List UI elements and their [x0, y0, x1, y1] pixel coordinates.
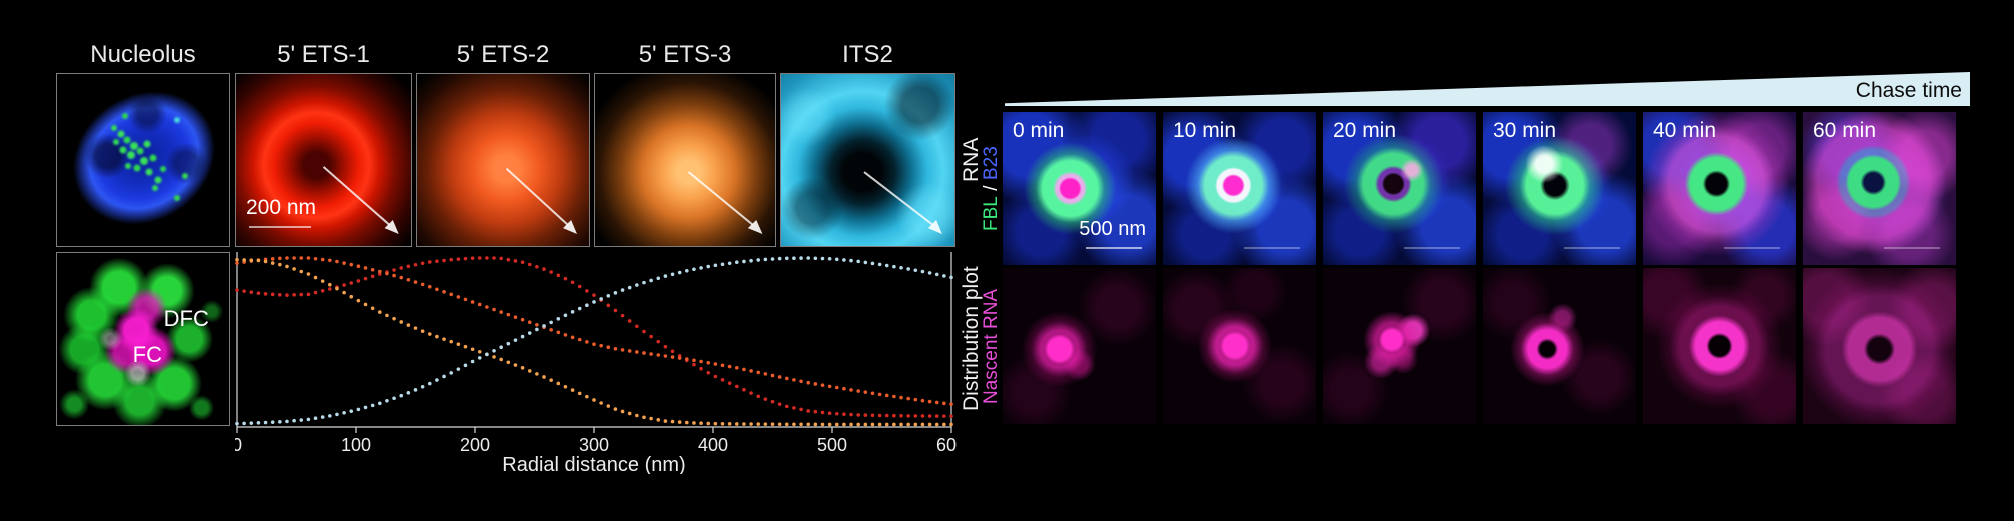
chase-time-wedge: Chase time [1005, 72, 1970, 106]
fc-dfc-image-panel: DFC FC [56, 252, 230, 426]
nucleus-image [57, 74, 229, 246]
svg-text:300: 300 [579, 435, 609, 455]
nucleolus-image-panel [56, 73, 230, 247]
row-label-part: FBL [981, 195, 1002, 231]
distribution-chart: 0 100 200 300 400 500 600 Radial distance (nm) [232, 252, 966, 476]
scale-bar [1884, 247, 1940, 249]
nascent-rna-panel-40min [1643, 268, 1796, 424]
arrow-icon [505, 167, 577, 234]
svg-text:100: 100 [341, 435, 371, 455]
fc-label: FC [132, 342, 162, 368]
nascent-rna-panel-60min [1803, 268, 1956, 424]
its2-image-panel [780, 73, 955, 247]
fc-dfc-signal [57, 253, 229, 425]
distribution-plot-panel: 0 100 200 300 400 500 600 Radial distance (nm) [232, 252, 966, 476]
time-label: 30 min [1493, 119, 1557, 142]
nascent-rna-panel-30min [1483, 268, 1636, 424]
svg-text:400: 400 [698, 435, 728, 455]
scale-bar-label: 500 nm [1079, 218, 1146, 240]
scale-bar [249, 226, 311, 228]
arrow-icon [863, 171, 942, 234]
title-nucleolus: Nucleolus [90, 41, 196, 68]
row-label-part: B23 [981, 146, 1002, 181]
scale-bar [1244, 247, 1300, 249]
time-label: 0 min [1013, 119, 1065, 142]
scale-bar-label: 200 nm [246, 196, 317, 219]
nascent-rna-panel-0min [1003, 268, 1156, 424]
title-5ets1: 5' ETS-1 [277, 41, 370, 68]
fbl-panel-30min: 30 min [1483, 112, 1636, 265]
title-5ets3: 5' ETS-3 [638, 41, 732, 68]
arrow-icon [687, 171, 763, 234]
title-its2: ITS2 [842, 41, 893, 68]
ets3-image-panel [594, 73, 776, 247]
arrow-icon [322, 166, 399, 234]
nucleolus-speckles [57, 74, 61, 78]
nascent-rna-label: Nascent RNA [981, 288, 1002, 404]
scale-bar [1404, 247, 1460, 249]
nascent-rna-panel-10min [1163, 268, 1316, 424]
its2-signal [781, 74, 954, 246]
ets1-image-panel: 200 nm [235, 73, 412, 247]
fbl-panel-0min: 0 min 500 nm [1003, 112, 1156, 265]
time-label: 20 min [1333, 119, 1397, 142]
chase-time-label: Chase time [1855, 79, 1962, 102]
svg-text:200: 200 [460, 435, 490, 455]
ets2-image-panel [416, 73, 590, 247]
svg-text:600: 600 [936, 435, 957, 455]
dfc-label: DFC [163, 306, 209, 332]
fbl-b23-label: FBL / B23 [979, 112, 1005, 265]
fbl-panel-40min: 40 min [1643, 112, 1796, 265]
svg-text:500: 500 [817, 435, 847, 455]
time-label: 40 min [1653, 119, 1717, 142]
scale-bar [1724, 247, 1780, 249]
row-label-part: / [981, 180, 1002, 196]
time-label: 10 min [1173, 119, 1237, 142]
fbl-panel-20min: 20 min [1323, 112, 1476, 265]
svg-text:Radial distance (nm): Radial distance (nm) [502, 454, 685, 474]
scale-bar [1564, 247, 1620, 249]
fbl-panel-10min: 10 min [1163, 112, 1316, 265]
fbl-panel-60min: 60 min [1803, 112, 1956, 265]
scale-bar [1086, 247, 1142, 249]
svg-text:0: 0 [235, 435, 242, 455]
title-5ets2: 5' ETS-2 [456, 41, 550, 68]
nascent-rna-panel-20min [1323, 268, 1476, 424]
time-label: 60 min [1813, 119, 1877, 142]
